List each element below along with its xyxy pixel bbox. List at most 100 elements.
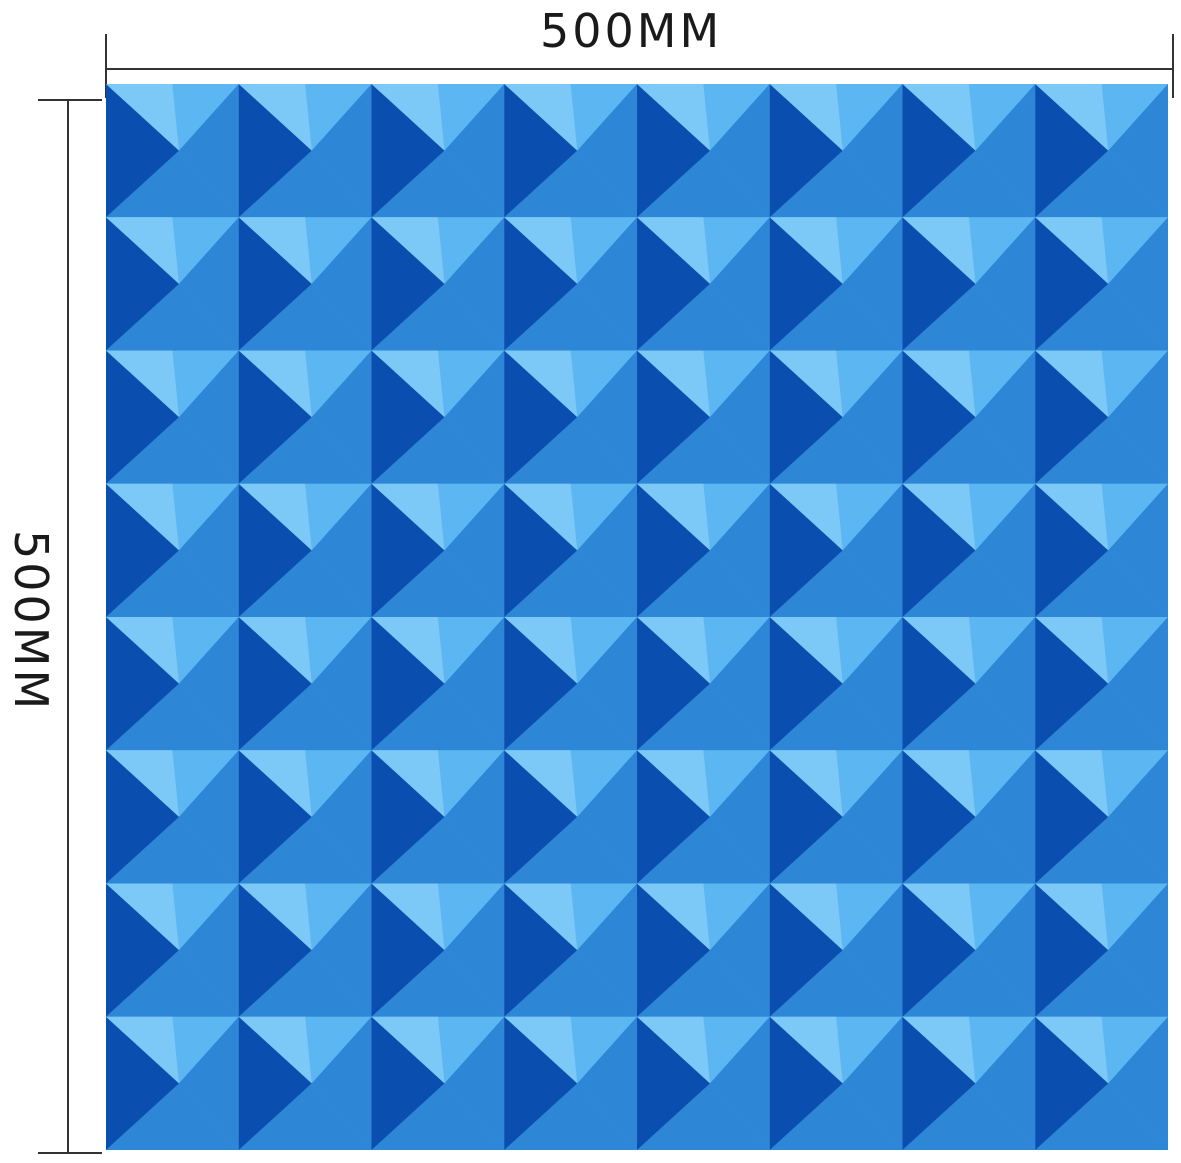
foam-pyramid <box>504 483 637 617</box>
foam-pyramid <box>238 1016 372 1150</box>
pyramid-highlight <box>769 883 843 951</box>
foam-pyramid <box>371 84 505 218</box>
pyramid-left-face <box>902 350 976 484</box>
pyramid-right-face <box>842 350 903 484</box>
pyramid-highlight <box>371 483 445 551</box>
pyramid-bottom-face <box>106 417 239 484</box>
pyramid-highlight <box>637 350 711 418</box>
pyramid-highlight <box>769 750 843 817</box>
foam-pyramid <box>769 84 903 218</box>
pyramid-bottom-face <box>769 150 903 218</box>
pyramid-left-face <box>769 84 843 218</box>
foam-pyramid <box>1035 483 1168 617</box>
pyramid-right-face <box>1108 883 1168 1017</box>
pyramid-left-face <box>371 483 445 617</box>
pyramid-left-face <box>106 217 180 351</box>
pyramid-highlight <box>371 350 445 418</box>
width-dimension-label: 500MM <box>540 4 723 58</box>
pyramid-left-face <box>769 750 843 884</box>
pyramid-highlight <box>1035 1016 1109 1084</box>
foam-pyramid <box>238 483 372 617</box>
pyramid-left-face <box>504 750 578 884</box>
pyramid-right-face <box>179 84 239 218</box>
foam-pyramid <box>769 617 903 751</box>
pyramid-right-face <box>975 883 1036 1017</box>
pyramid-bottom-face <box>1035 683 1168 751</box>
pyramid-left-face <box>769 350 843 484</box>
pyramid-right-face <box>311 483 372 617</box>
pyramid-highlight <box>769 483 843 551</box>
foam-pyramid <box>769 217 903 351</box>
foam-pyramid <box>1035 750 1168 884</box>
foam-pyramid <box>769 750 903 884</box>
pyramid-bottom-face <box>902 683 1036 751</box>
pyramid-right-face <box>577 617 637 751</box>
pyramid-right-face <box>1108 350 1168 484</box>
pyramid-right-face <box>710 84 770 218</box>
pyramid-left-face <box>371 1016 445 1150</box>
foam-pyramid <box>637 883 770 1017</box>
pyramid-left-face <box>106 483 180 617</box>
pyramid-right-face <box>975 483 1036 617</box>
foam-pyramid <box>371 350 505 484</box>
foam-pyramid <box>238 84 372 218</box>
foam-pyramid <box>238 883 372 1017</box>
pyramid-left-face <box>637 617 711 751</box>
foam-pyramid <box>637 350 770 484</box>
pyramid-left-face <box>1035 617 1109 751</box>
foam-pyramid <box>769 883 903 1017</box>
foam-pyramid <box>637 1016 770 1150</box>
pyramid-bottom-face <box>902 150 1036 218</box>
foam-pyramid <box>902 883 1036 1017</box>
pyramid-bottom-face <box>371 1083 505 1150</box>
pyramid-bottom-face <box>106 283 239 351</box>
width-dimension-line <box>106 68 1174 70</box>
foam-pyramid <box>106 617 239 751</box>
foam-pyramid <box>637 84 770 218</box>
foam-pyramid <box>238 217 372 351</box>
pyramid-right-face <box>577 84 637 218</box>
pyramid-highlight <box>902 883 976 951</box>
pyramid-left-face <box>769 217 843 351</box>
foam-pyramid <box>238 617 372 751</box>
pyramid-left-face <box>371 750 445 884</box>
pyramid-right-face <box>577 750 637 884</box>
pyramid-bottom-face <box>238 550 372 617</box>
pyramid-left-face <box>238 84 312 218</box>
foam-pyramid <box>504 84 637 218</box>
pyramid-highlight <box>371 84 445 151</box>
pyramid-left-face <box>769 483 843 617</box>
pyramid-bottom-face <box>504 150 637 218</box>
pyramid-left-face <box>902 883 976 1017</box>
pyramid-left-face <box>902 217 976 351</box>
foam-pyramid <box>769 350 903 484</box>
pyramid-right-face <box>710 217 770 351</box>
pyramid-right-face <box>577 1016 637 1150</box>
pyramid-bottom-face <box>238 950 372 1017</box>
pyramid-highlight <box>637 750 711 817</box>
pyramid-left-face <box>504 350 578 484</box>
pyramid-highlight <box>371 617 445 684</box>
pyramid-left-face <box>637 750 711 884</box>
pyramid-bottom-face <box>637 816 770 884</box>
pyramid-bottom-face <box>106 550 239 617</box>
pyramid-left-face <box>371 217 445 351</box>
pyramid-bottom-face <box>504 950 637 1017</box>
pyramid-right-face <box>1108 84 1168 218</box>
pyramid-bottom-face <box>769 417 903 484</box>
foam-pyramid <box>769 483 903 617</box>
pyramid-left-face <box>1035 483 1109 617</box>
pyramid-left-face <box>1035 350 1109 484</box>
pyramid-left-face <box>1035 883 1109 1017</box>
foam-pyramid <box>371 750 505 884</box>
pyramid-right-face <box>311 883 372 1017</box>
pyramid-right-face <box>975 1016 1036 1150</box>
pyramid-bottom-face <box>106 150 239 218</box>
pyramid-bottom-face <box>371 950 505 1017</box>
pyramid-right-face <box>710 883 770 1017</box>
pyramid-right-face <box>1108 483 1168 617</box>
foam-pyramid <box>106 883 239 1017</box>
pyramid-right-face <box>710 1016 770 1150</box>
pyramid-bottom-face <box>238 417 372 484</box>
foam-pyramid <box>106 350 239 484</box>
